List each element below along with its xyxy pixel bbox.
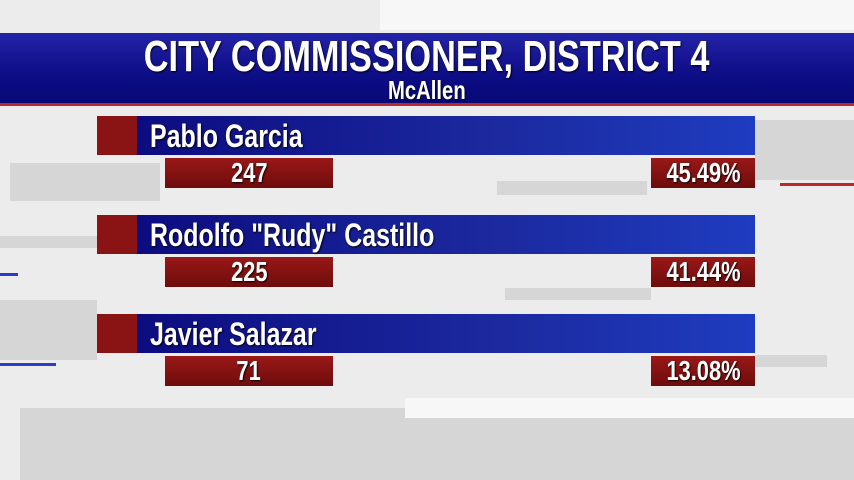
bg-panel [405, 398, 854, 418]
header-divider [0, 103, 854, 106]
candidate-name-bar [137, 215, 755, 254]
race-location: McAllen [388, 75, 466, 105]
accent-line [780, 183, 854, 186]
header-banner [0, 33, 854, 103]
bg-panel [755, 120, 854, 180]
candidate-tab [97, 314, 137, 353]
bg-panel [497, 181, 647, 195]
bg-panel [380, 0, 854, 30]
vote-count: 225 [165, 257, 333, 287]
bg-panel [755, 355, 827, 367]
candidate-row: Rodolfo "Rudy" Castillo 225 41.44% [0, 215, 854, 290]
candidate-name: Javier Salazar [150, 316, 317, 352]
bg-panel [0, 300, 97, 360]
bg-panel [10, 163, 160, 201]
bg-panel [20, 408, 854, 480]
candidate-name: Rodolfo "Rudy" Castillo [150, 217, 435, 253]
candidate-row: Javier Salazar 71 13.08% [0, 314, 854, 389]
vote-percent: 41.44% [651, 257, 755, 287]
vote-count: 71 [165, 356, 333, 386]
candidate-name-bar [137, 116, 755, 155]
bg-panel [505, 288, 651, 300]
vote-count: 247 [165, 158, 333, 188]
race-title: CITY COMMISSIONER, DISTRICT 4 [144, 32, 710, 81]
candidate-row: Pablo Garcia 247 45.49% [0, 116, 854, 191]
candidate-name: Pablo Garcia [150, 118, 303, 154]
accent-line [0, 363, 56, 366]
candidate-tab [97, 215, 137, 254]
accent-line [0, 273, 18, 276]
bg-panel [0, 236, 97, 248]
candidate-name-bar [137, 314, 755, 353]
candidate-tab [97, 116, 137, 155]
vote-percent: 13.08% [651, 356, 755, 386]
vote-percent: 45.49% [651, 158, 755, 188]
